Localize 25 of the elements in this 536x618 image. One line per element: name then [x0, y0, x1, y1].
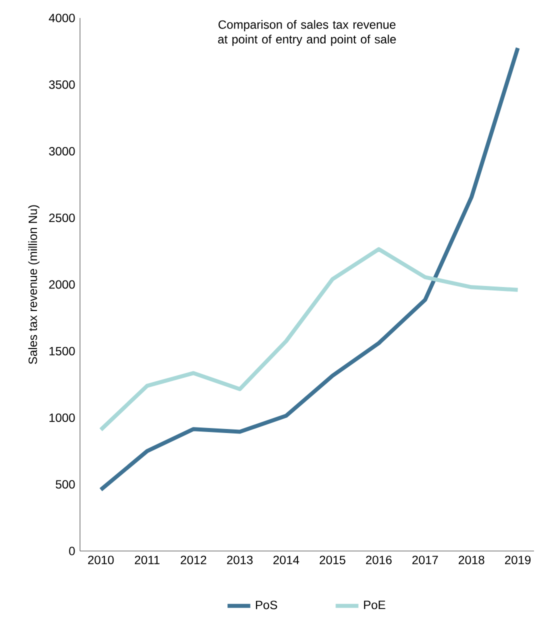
y-tick-label: 2000	[49, 280, 75, 289]
y-tick-label: 1000	[50, 413, 75, 422]
x-tick-label: 2010	[88, 556, 114, 564]
line-series	[98, 46, 520, 492]
x-tick-label: 2017	[412, 556, 438, 564]
y-axis-title: Sales tax revenue (million Nu)	[28, 205, 40, 364]
x-tick-label: 2018	[458, 556, 484, 564]
x-tick-label: 2011	[134, 556, 160, 564]
y-tick-label: 1500	[50, 346, 75, 356]
y-tick-label: 2500	[49, 214, 75, 222]
x-tick-label: 2015	[320, 556, 346, 564]
x-tick-label: 2014	[273, 556, 300, 564]
x-tick-label: 2012	[180, 556, 206, 564]
legend-label: PoE	[364, 600, 386, 610]
legend-label: PoS	[256, 600, 278, 610]
y-tick-label: 500	[56, 480, 75, 489]
text: Comparison of sales tax revenue at point of entry and point of sale	[218, 20, 396, 46]
x-tick-label: 2019	[505, 556, 531, 564]
x-tick-label: 2016	[366, 556, 392, 564]
x-tick-label: 2013	[227, 556, 253, 564]
y-tick-label: 3000	[49, 146, 75, 156]
y-tick-label: 3500	[49, 80, 75, 89]
y-tick-label: 0	[69, 546, 75, 556]
y-tick-label: 4000	[48, 14, 75, 22]
line-series	[98, 247, 520, 432]
